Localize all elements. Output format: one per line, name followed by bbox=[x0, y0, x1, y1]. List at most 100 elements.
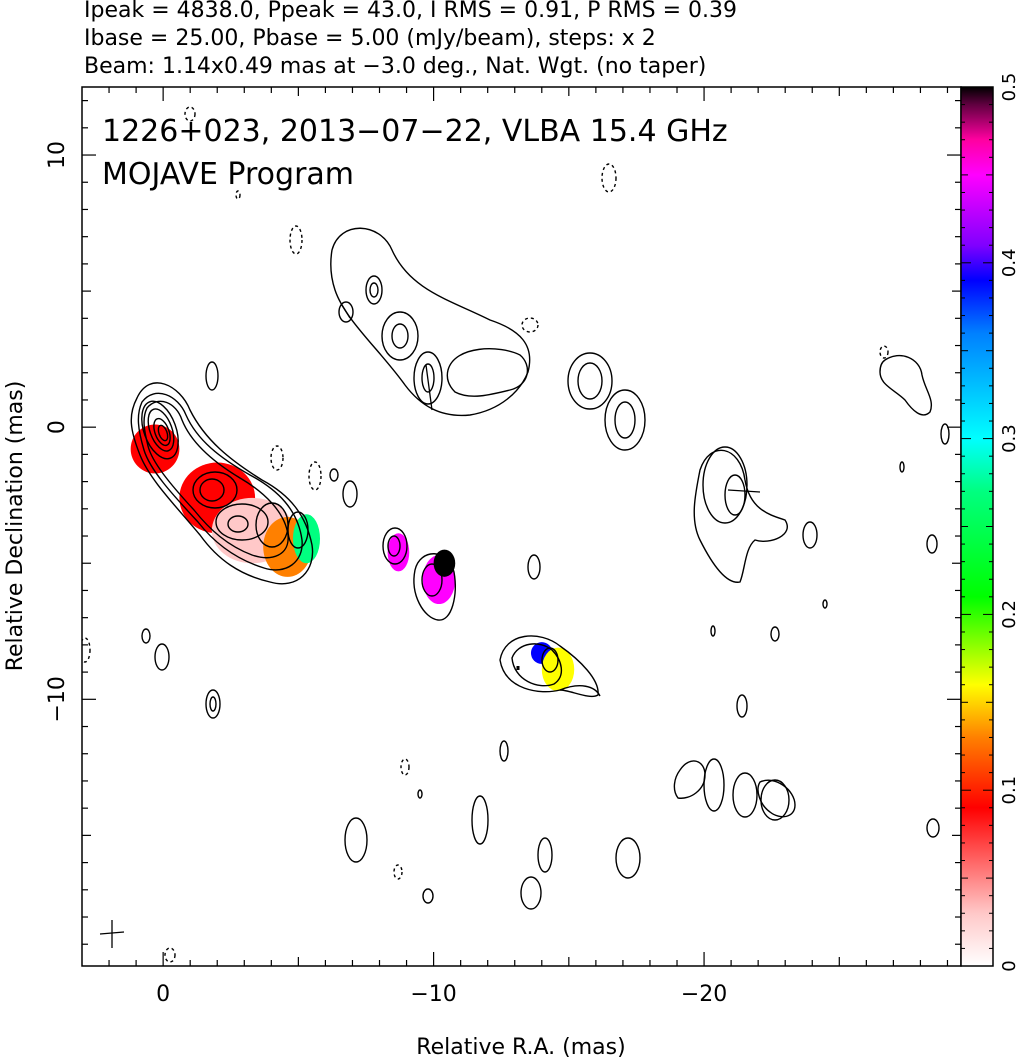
contour-small-13 bbox=[926, 818, 940, 838]
colorbar-tick-label: 0.1 bbox=[999, 776, 1020, 805]
header-line-1: Ipeak = 4838.0, Ppeak = 43.0, I RMS = 0.… bbox=[84, 0, 737, 23]
contour-small-2b bbox=[209, 696, 217, 712]
contour-knot-c-2 bbox=[511, 643, 562, 687]
contour-mid-hatched bbox=[702, 446, 748, 524]
header-line-3: Beam: 1.14x0.49 mas at −3.0 deg., Nat. W… bbox=[84, 54, 706, 79]
contour-hatched-low-6 bbox=[703, 758, 725, 812]
contour-neg-7 bbox=[400, 758, 410, 776]
contour-hatched-pair-1b bbox=[577, 362, 603, 400]
contour-knot-b bbox=[413, 553, 456, 621]
contour-small-1 bbox=[154, 643, 170, 671]
contour-small-15 bbox=[329, 468, 339, 482]
contour-small-9 bbox=[926, 534, 938, 554]
contour-hatched-low-9 bbox=[757, 779, 796, 818]
contour-knot-b-inner bbox=[421, 563, 443, 597]
contour-core-7 bbox=[157, 424, 169, 442]
contour-small-17 bbox=[822, 599, 828, 609]
contour-knot-a-inner bbox=[387, 535, 401, 557]
contour-hatched-pair-2 bbox=[604, 389, 646, 451]
contour-hatched-low-7 bbox=[732, 772, 758, 818]
contour-knot-2b bbox=[227, 515, 249, 533]
contour-core-2 bbox=[137, 392, 303, 571]
evpa-vector bbox=[341, 304, 351, 319]
contour-neg-12 bbox=[235, 190, 241, 200]
colorbar-tick-label: 0.4 bbox=[999, 248, 1020, 277]
evpa-vector bbox=[727, 489, 761, 493]
contour-core-outer bbox=[130, 382, 314, 585]
contour-neg-2 bbox=[601, 163, 617, 193]
contour-small-19 bbox=[417, 789, 423, 799]
contour-hatched-low-2 bbox=[471, 795, 489, 845]
contour-knot-c-inner bbox=[541, 647, 559, 673]
contour-knot-1 bbox=[192, 471, 238, 509]
contour-small-4 bbox=[205, 361, 219, 391]
contour-layer bbox=[82, 106, 950, 963]
contour-small-5 bbox=[527, 554, 541, 580]
y-tick-label: 10 bbox=[45, 141, 70, 169]
contour-hatched-low-1 bbox=[344, 817, 368, 863]
contour-small-12 bbox=[422, 888, 434, 904]
x-tick-label: −10 bbox=[410, 982, 456, 1007]
x-axis-title: Relative R.A. (mas) bbox=[416, 1035, 625, 1060]
contour-far-right bbox=[879, 355, 932, 416]
contour-knot-2 bbox=[215, 503, 269, 541]
contour-small-14 bbox=[141, 628, 151, 644]
contour-upper-knot-3 bbox=[413, 351, 443, 405]
contour-knot-1b bbox=[199, 478, 225, 502]
contour-core-3 bbox=[143, 400, 289, 559]
colorbar-tick-label: 0 bbox=[999, 960, 1020, 971]
colorbar-tick-label: 0.3 bbox=[999, 424, 1020, 453]
polarization-region bbox=[433, 549, 456, 577]
beam-marker bbox=[99, 931, 125, 935]
contour-knot-a bbox=[382, 527, 408, 565]
contour-small-6 bbox=[802, 521, 818, 549]
contour-core-5 bbox=[147, 408, 175, 452]
contour-mid-outer bbox=[693, 449, 788, 583]
header-line-2: Ibase = 25.00, Pbase = 5.00 (mJy/beam), … bbox=[84, 26, 656, 51]
contour-small-8 bbox=[736, 694, 748, 718]
contour-neg-3 bbox=[270, 445, 284, 471]
contour-knot-c bbox=[499, 635, 599, 698]
contour-small-11 bbox=[499, 740, 509, 762]
contour-upper-knot-2 bbox=[381, 311, 419, 361]
contour-small-16 bbox=[710, 625, 716, 637]
contour-upper-knot-3b bbox=[421, 363, 435, 393]
contour-neg-10 bbox=[82, 637, 91, 663]
contour-small-3 bbox=[342, 480, 358, 508]
axis-tick-labels: 0 −10 −20 10 0 −10 bbox=[45, 141, 727, 1007]
contour-upper-knot-1 bbox=[365, 275, 383, 305]
contour-small-2 bbox=[205, 689, 221, 719]
plot-title: 1226+023, 2013−07−22, VLBA 15.4 GHz bbox=[102, 114, 728, 149]
contour-hatched-low-5 bbox=[615, 837, 641, 879]
contour-upper-jet-outer bbox=[330, 227, 531, 417]
contour-knot-4 bbox=[287, 511, 309, 549]
contour-small-7 bbox=[770, 626, 780, 642]
plot-subtitle: MOJAVE Program bbox=[102, 157, 354, 192]
polarization-layer bbox=[130, 424, 575, 692]
x-tick-label: 0 bbox=[156, 982, 170, 1007]
y-axis-title: Relative Declination (mas) bbox=[3, 381, 28, 672]
contour-upper-knot-4 bbox=[446, 348, 529, 397]
contour-hatched-pair-2b bbox=[614, 401, 636, 439]
contour-neg-4 bbox=[308, 461, 322, 491]
polarization-region bbox=[541, 647, 575, 692]
contour-small-10 bbox=[940, 423, 950, 445]
x-tick-label: −20 bbox=[681, 982, 727, 1007]
axis-ticks bbox=[82, 87, 961, 966]
evpa-vector bbox=[425, 364, 433, 411]
contour-neg-5 bbox=[184, 106, 196, 122]
colorbar-tick-label: 0.2 bbox=[999, 600, 1020, 629]
colorbar-tick-label: 0.5 bbox=[999, 73, 1020, 102]
contour-upper-knot-5 bbox=[338, 301, 354, 323]
contour-knot-c-tail bbox=[559, 685, 601, 697]
contour-hatched-low-3 bbox=[537, 837, 553, 873]
contour-neg-6 bbox=[521, 317, 539, 333]
contour-mid-hatched-b bbox=[724, 474, 746, 516]
colorbar-ticks: 0 0.1 0.2 0.3 0.4 0.5 bbox=[961, 73, 1020, 972]
contour-small-18 bbox=[899, 461, 905, 473]
contour-upper-knot-1b bbox=[369, 282, 379, 298]
y-tick-label: 0 bbox=[45, 420, 70, 434]
contour-neg-11 bbox=[164, 947, 176, 963]
y-tick-label: −10 bbox=[45, 676, 70, 722]
